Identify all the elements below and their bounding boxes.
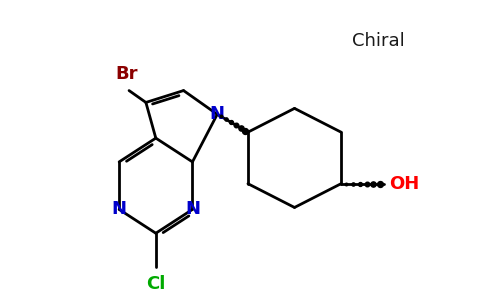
Text: N: N bbox=[112, 200, 127, 218]
Text: Cl: Cl bbox=[146, 275, 166, 293]
Text: OH: OH bbox=[389, 175, 419, 193]
Text: Br: Br bbox=[116, 64, 138, 82]
Text: N: N bbox=[185, 200, 200, 218]
Text: N: N bbox=[210, 105, 225, 123]
Text: Chiral: Chiral bbox=[352, 32, 405, 50]
